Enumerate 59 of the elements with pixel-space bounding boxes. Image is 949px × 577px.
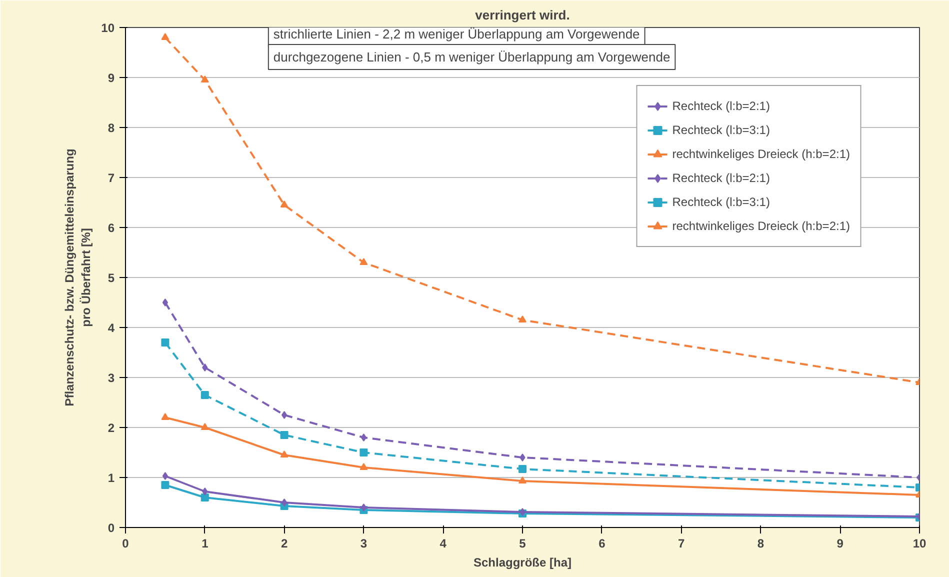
- legend-label: rechtwinkeliges Dreieck (h:b=2:1): [672, 147, 850, 161]
- point: [161, 481, 170, 489]
- y-tick-label: 10: [101, 21, 115, 35]
- point: [200, 391, 209, 399]
- y-tick-label: 1: [108, 471, 115, 485]
- point: [200, 422, 209, 430]
- legend-label: Rechteck (l:b=2:1): [672, 99, 770, 113]
- point: [518, 476, 526, 484]
- legend-label: Rechteck (l:b=3:1): [672, 195, 770, 209]
- y-tick-label: 2: [108, 421, 115, 435]
- legend-label: Rechteck (l:b=2:1): [672, 171, 770, 185]
- point: [360, 504, 367, 512]
- point: [360, 434, 367, 442]
- y-tick-label: 9: [108, 71, 115, 85]
- point: [518, 315, 526, 323]
- point: [162, 472, 168, 480]
- point: [202, 364, 208, 372]
- chart-title: verringert wird.: [475, 8, 570, 22]
- point: [200, 494, 209, 502]
- point: [161, 32, 170, 40]
- point: [200, 75, 209, 83]
- point: [360, 448, 368, 456]
- point: [202, 488, 208, 496]
- x-tick-label: 10: [912, 536, 926, 550]
- annotation: durchgezogene Linien - 0,5 m weniger Überlappung am Vorgewende: [273, 50, 670, 64]
- point: [162, 298, 168, 306]
- y-tick-label: 0: [108, 521, 115, 535]
- x-tick-label: 4: [440, 536, 447, 550]
- point: [520, 454, 526, 462]
- point: [281, 411, 288, 419]
- point: [161, 412, 170, 420]
- annotation: strichlierte Linien - 2,2 m weniger Überlappung am Vorgewende: [273, 26, 640, 42]
- point: [280, 200, 288, 208]
- y-tick-label: 4: [108, 321, 115, 335]
- point: [161, 338, 170, 346]
- point: [360, 258, 368, 266]
- x-axis-title: Schlaggröße [ha]: [473, 556, 572, 570]
- y-tick-label: 3: [108, 371, 115, 385]
- point: [281, 498, 288, 506]
- x-tick-label: 0: [122, 536, 130, 550]
- x-tick-label: 3: [360, 536, 368, 550]
- legend-label: Rechteck (l:b=3:1): [672, 123, 770, 137]
- x-tick-label: 1: [202, 536, 209, 550]
- legend-label: rechtwinkeliges Dreieck (h:b=2:1): [672, 219, 850, 233]
- y-tick-label: 5: [108, 271, 115, 285]
- y-axis-title: Pflanzenschutz- bzw. Düngemitteleinsparung pro Überfahrt [%]: [62, 148, 94, 406]
- point: [360, 462, 368, 470]
- x-tick-label: 2: [280, 536, 288, 550]
- x-tick-label: 6: [598, 536, 606, 550]
- point: [518, 465, 526, 473]
- y-tick-label: 6: [108, 221, 115, 235]
- point: [280, 431, 288, 439]
- x-tick-label: 9: [836, 536, 844, 550]
- y-tick-label: 8: [108, 121, 115, 135]
- point: [280, 450, 288, 458]
- x-tick-label: 7: [678, 536, 685, 550]
- x-tick-label: 8: [757, 536, 764, 550]
- x-tick-label: 5: [519, 536, 526, 550]
- y-tick-label: 7: [108, 171, 115, 185]
